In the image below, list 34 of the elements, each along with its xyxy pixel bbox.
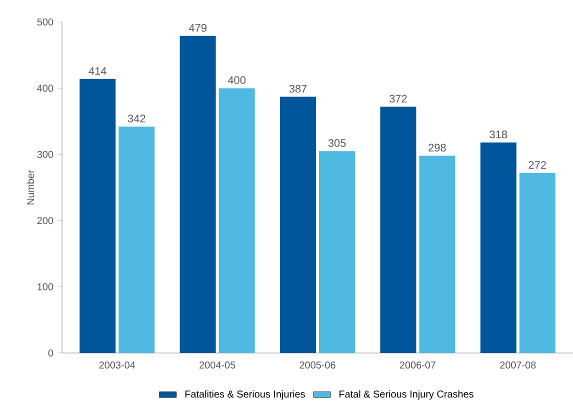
- y-tick-label: 400: [37, 84, 54, 92]
- bar: [218, 88, 255, 353]
- y-tick-label: 100: [38, 283, 54, 290]
- legend-label: Fatalities & Serious Injuries: [185, 390, 305, 400]
- x-tick-label: 2003-04: [99, 362, 136, 369]
- legend-label: Fatal & Serious Injury Crashes: [340, 390, 474, 400]
- x-tick-label: 2005-06: [300, 362, 336, 369]
- x-tick-label: 2006-07: [400, 362, 436, 369]
- data-label: 318: [490, 130, 508, 138]
- y-axis-title: Number: [26, 170, 34, 204]
- x-tick-label: 2007-08: [500, 362, 536, 369]
- bar: [319, 151, 356, 353]
- x-tick-label: 2004-05: [200, 362, 236, 369]
- bar: [118, 126, 155, 353]
- bar: [519, 172, 556, 353]
- bar: [480, 142, 516, 353]
- bar: [80, 78, 116, 353]
- data-label: 298: [428, 144, 446, 152]
- data-label: 479: [188, 24, 206, 32]
- data-label: 272: [528, 161, 546, 169]
- bar: [419, 156, 456, 353]
- bar: [180, 36, 216, 353]
- data-label: 372: [389, 94, 407, 103]
- bar: [280, 96, 316, 353]
- data-label: 305: [328, 139, 346, 147]
- y-tick-label: 300: [37, 150, 54, 158]
- data-label: 342: [128, 114, 146, 122]
- y-tick-label: 500: [37, 18, 54, 26]
- y-tick-label: 200: [37, 217, 54, 224]
- data-label: 414: [88, 67, 106, 75]
- y-tick-label: 0: [48, 349, 54, 357]
- data-label: 387: [289, 84, 307, 93]
- bar: [380, 106, 416, 353]
- data-label: 400: [228, 76, 246, 84]
